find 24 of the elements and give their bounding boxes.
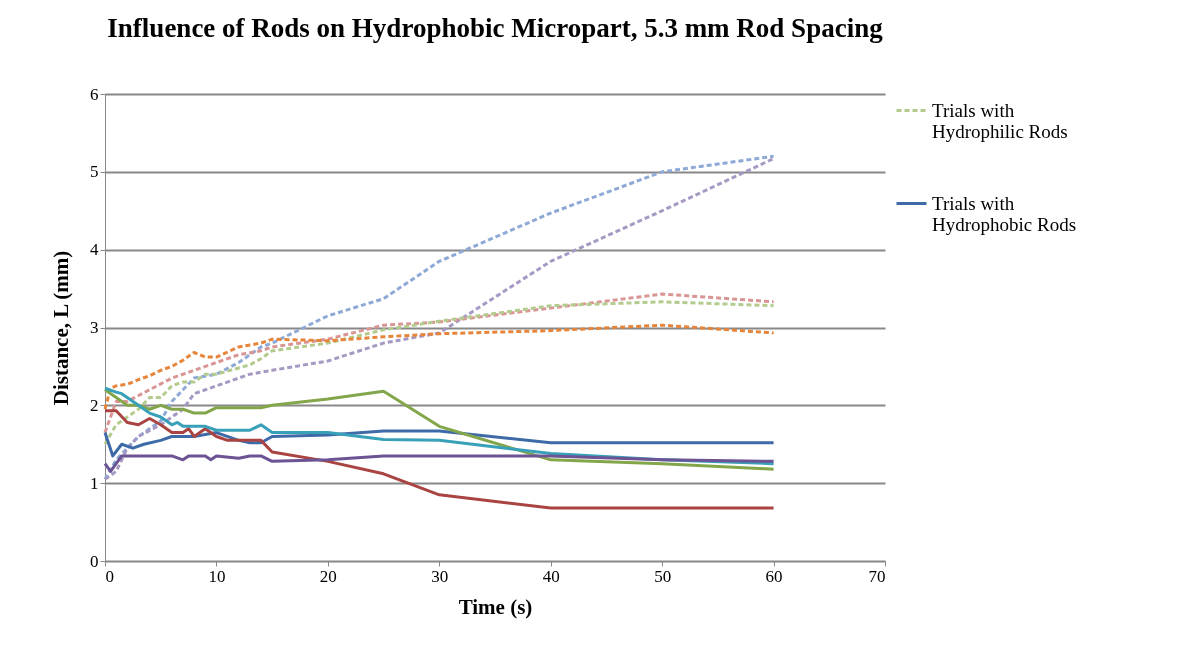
y-tick-label: 4 [90,240,99,260]
y-tick-label: 0 [90,551,99,571]
x-tick-label: 60 [765,566,783,586]
line-series [103,323,776,411]
y-tick-label: 2 [90,395,99,415]
y-tick-label: 6 [90,84,99,104]
x-tick-label: 20 [319,566,337,586]
y-tick-label: 1 [90,473,99,493]
x-axis-title: Time (s) [458,594,533,619]
y-axis-title: Distance, L (mm) [49,250,73,406]
y-tick-label: 3 [90,318,99,337]
x-tick-label: 40 [542,566,560,586]
x-tick-label: 0 [105,566,114,586]
legend-label: Trials with Hydrophobic Rods [932,192,1077,235]
line-series [103,409,776,510]
y-tick-label: 5 [90,162,99,182]
x-tick-label: 70 [868,566,886,586]
x-tick-label: 50 [654,566,672,586]
line-series [103,429,776,458]
line-series [103,454,776,473]
legend-label: Trials with Hydrophilic Rods [932,99,1068,142]
x-tick-label: 30 [431,566,449,586]
x-tick-label: 10 [208,566,226,586]
chart-title: Influence of Rods on Hydrophobic Micropart, 5.3 mm Rod Spacing [107,13,884,43]
